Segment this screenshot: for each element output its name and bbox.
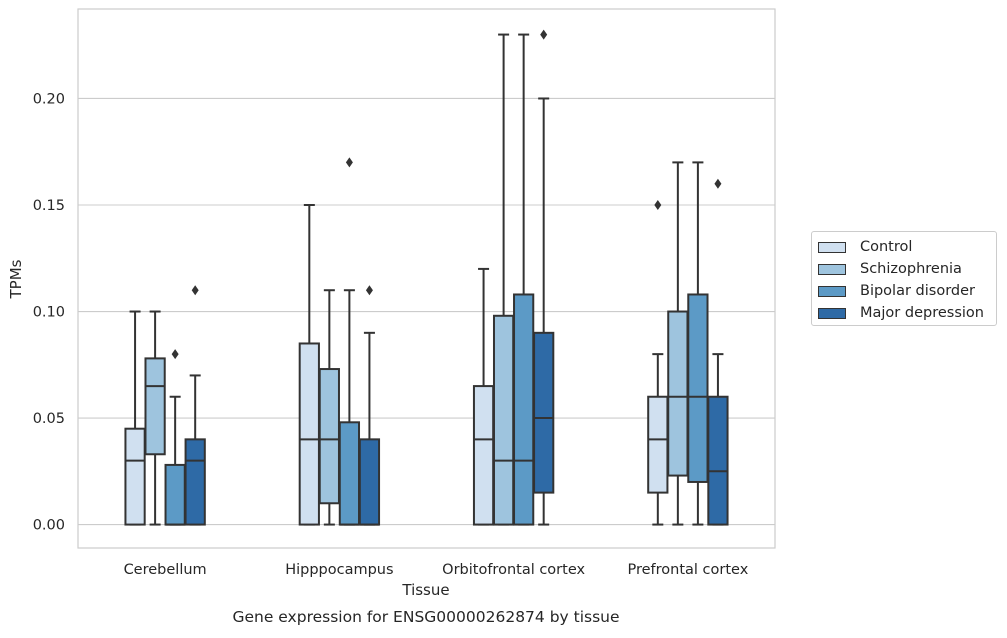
legend-item-schizophrenia: Schizophrenia bbox=[818, 260, 962, 278]
box-plot-item bbox=[667, 161, 689, 526]
box bbox=[513, 293, 535, 526]
box-plot-item bbox=[184, 285, 206, 526]
box bbox=[687, 293, 709, 483]
box bbox=[298, 342, 320, 526]
box-plot-item bbox=[144, 310, 166, 526]
box bbox=[164, 463, 186, 526]
plot-area-frame bbox=[77, 8, 776, 549]
legend-swatch bbox=[818, 241, 846, 253]
outlier-marker bbox=[191, 285, 199, 296]
legend-label: Bipolar disorder bbox=[860, 283, 975, 299]
box-plot-item bbox=[492, 33, 515, 526]
y-tick-label: 0.15 bbox=[33, 198, 65, 214]
x-tick-label: Prefrontal cortex bbox=[627, 562, 748, 578]
box bbox=[707, 395, 729, 526]
box-plot-item bbox=[298, 204, 320, 526]
y-tick-label: 0.00 bbox=[33, 518, 65, 534]
box-plot-item bbox=[707, 178, 729, 526]
legend-label: Control bbox=[860, 239, 913, 255]
box bbox=[318, 368, 340, 505]
box bbox=[144, 357, 166, 456]
box bbox=[492, 314, 515, 526]
box bbox=[184, 438, 206, 526]
y-tick-label: 0.05 bbox=[33, 411, 65, 427]
box-plot-item bbox=[687, 161, 709, 526]
legend-swatch bbox=[818, 285, 846, 297]
legend-label: Schizophrenia bbox=[860, 261, 962, 277]
box-plot-item bbox=[533, 29, 555, 526]
outlier-marker bbox=[654, 200, 662, 210]
outlier-marker bbox=[540, 29, 548, 40]
legend: Control Schizophrenia Bipolar disorder M… bbox=[811, 231, 997, 326]
legend-swatch bbox=[818, 263, 846, 275]
box bbox=[647, 395, 669, 494]
x-tick-label: Cerebellum bbox=[124, 562, 207, 578]
outlier-marker bbox=[345, 157, 353, 168]
y-tick-label: 0.10 bbox=[33, 305, 65, 321]
box-plot-item bbox=[472, 267, 495, 526]
box bbox=[667, 310, 689, 477]
outlier-marker bbox=[171, 349, 179, 360]
box bbox=[358, 438, 381, 526]
chart-caption: Gene expression for ENSG00000262874 by t… bbox=[232, 608, 619, 626]
x-axis-label: Tissue bbox=[401, 581, 449, 599]
box bbox=[338, 421, 361, 526]
y-axis-label: TPMs bbox=[7, 259, 25, 299]
outlier-marker bbox=[365, 285, 373, 296]
legend-label: Major depression bbox=[860, 305, 984, 321]
box-plot-item bbox=[647, 200, 669, 526]
box-plot-item bbox=[124, 310, 146, 526]
box-plot-item bbox=[358, 285, 381, 526]
legend-swatch bbox=[818, 307, 846, 319]
x-tick-label: Hipppocampus bbox=[285, 562, 393, 578]
legend-item-major-depression: Major depression bbox=[818, 304, 984, 322]
box bbox=[533, 331, 555, 494]
box-plot-item bbox=[318, 289, 340, 526]
outlier-marker bbox=[714, 178, 722, 189]
x-axis-ticks: Cerebellum Hipppocampus Orbitofrontal cort… bbox=[124, 562, 749, 578]
box bbox=[472, 385, 495, 526]
y-tick-label: 0.20 bbox=[33, 91, 65, 107]
y-axis-ticks: 0.00 0.05 0.10 0.15 0.20 bbox=[33, 91, 65, 533]
box-plot-item bbox=[513, 33, 535, 526]
boxes bbox=[124, 29, 729, 526]
box bbox=[124, 427, 146, 526]
x-tick-label: Orbitofrontal cortex bbox=[442, 562, 585, 578]
box-plot-item bbox=[164, 349, 186, 526]
box-plot-item bbox=[338, 157, 361, 526]
legend-item-control: Control bbox=[818, 238, 912, 256]
legend-item-bipolar-disorder: Bipolar disorder bbox=[818, 282, 975, 300]
